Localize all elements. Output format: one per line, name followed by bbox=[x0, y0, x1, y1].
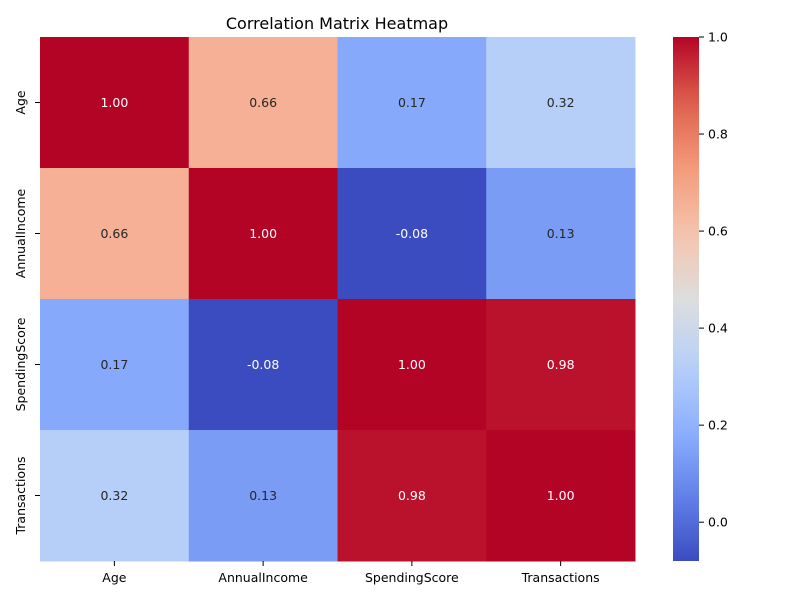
heatmap-cell bbox=[188, 299, 338, 431]
heatmap-cells: 1.00 0.66 0.17 0.32 0.66 1.00 -0.08 0.13 0.17 -0.… bbox=[40, 37, 636, 562]
colorbar-tick-label: 0.8 bbox=[708, 127, 728, 142]
cell-value-label: 0.98 bbox=[398, 488, 426, 503]
cell-value-label: 1.00 bbox=[249, 226, 277, 241]
heatmap-cell bbox=[337, 168, 487, 300]
colorbar-tick-label: 0.0 bbox=[708, 515, 728, 530]
heatmap-cell bbox=[188, 37, 338, 169]
colorbar-tick-label: 0.2 bbox=[708, 418, 728, 433]
heatmap-cell bbox=[337, 299, 487, 431]
cell-value-label: 1.00 bbox=[100, 95, 128, 110]
heatmap-cell bbox=[486, 37, 636, 169]
cell-value-label: 0.66 bbox=[100, 226, 128, 241]
colorbar-tick-label: 0.4 bbox=[708, 321, 728, 336]
heatmap-cell bbox=[40, 168, 190, 300]
cell-value-label: 0.17 bbox=[398, 95, 426, 110]
y-tick-label: AnnualIncome bbox=[13, 188, 28, 278]
cell-value-label: 0.13 bbox=[547, 226, 575, 241]
heatmap-cell bbox=[40, 430, 190, 562]
heatmap-cell bbox=[40, 299, 190, 431]
colorbar: 0.0 0.2 0.4 0.6 0.8 1.0 bbox=[673, 30, 728, 561]
heatmap-cell bbox=[337, 430, 487, 562]
colorbar-tick-label: 1.0 bbox=[708, 30, 728, 45]
cell-value-label: 0.66 bbox=[249, 95, 277, 110]
heatmap-cell bbox=[188, 168, 338, 300]
x-tick-label: Age bbox=[102, 570, 126, 585]
cell-value-label: 0.17 bbox=[100, 357, 128, 372]
x-tick-label: Transactions bbox=[521, 570, 600, 585]
x-tick-label: SpendingScore bbox=[365, 570, 459, 585]
y-tick-label: SpendingScore bbox=[13, 317, 28, 411]
heatmap-cell bbox=[188, 430, 338, 562]
x-tick-label: AnnualIncome bbox=[218, 570, 308, 585]
cell-value-label: 0.13 bbox=[249, 488, 277, 503]
cell-value-label: 1.00 bbox=[547, 488, 575, 503]
cell-value-label: -0.08 bbox=[396, 226, 428, 241]
y-tick-label: Age bbox=[13, 90, 28, 114]
cell-value-label: 0.32 bbox=[100, 488, 128, 503]
colorbar-gradient bbox=[673, 37, 699, 561]
x-axis: Age AnnualIncome SpendingScore Transactions bbox=[102, 561, 600, 585]
cell-value-label: 1.00 bbox=[398, 357, 426, 372]
y-tick-label: Transactions bbox=[13, 456, 28, 535]
heatmap-cell bbox=[337, 37, 487, 169]
cell-value-label: -0.08 bbox=[247, 357, 279, 372]
heatmap-cell bbox=[486, 299, 636, 431]
cell-value-label: 0.32 bbox=[547, 95, 575, 110]
y-axis: Age AnnualIncome SpendingScore Transactions bbox=[13, 90, 40, 536]
heatmap-cell bbox=[486, 430, 636, 562]
heatmap-cell bbox=[40, 37, 190, 169]
cell-value-label: 0.98 bbox=[547, 357, 575, 372]
chart-title: Correlation Matrix Heatmap bbox=[226, 14, 448, 33]
heatmap-cell bbox=[486, 168, 636, 300]
colorbar-tick-label: 0.6 bbox=[708, 224, 728, 239]
